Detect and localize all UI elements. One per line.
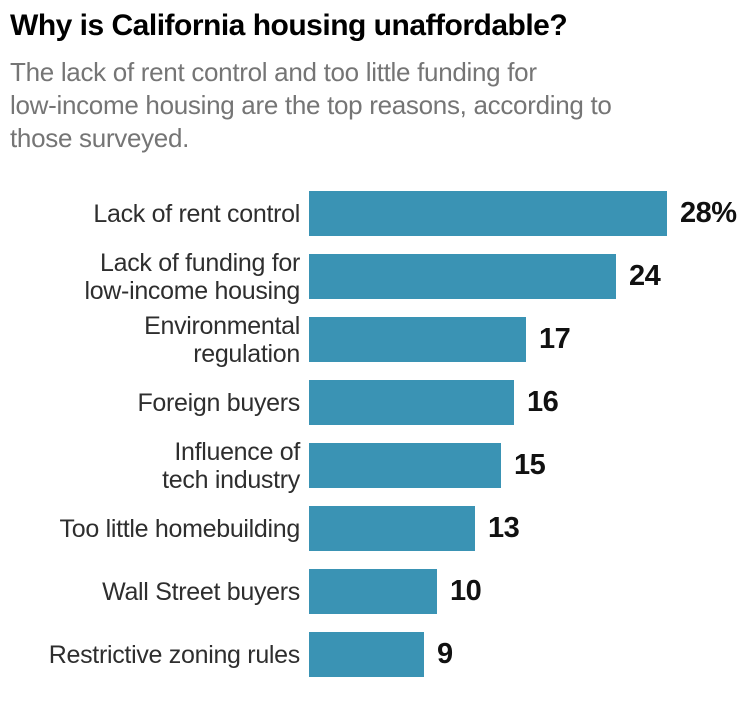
bar bbox=[309, 254, 616, 299]
value-label: 10 bbox=[450, 575, 482, 607]
category-label: Environmental regulation bbox=[144, 311, 300, 368]
chart-row: Foreign buyers 16 bbox=[10, 380, 740, 425]
value-label: 15 bbox=[514, 449, 546, 481]
bar bbox=[309, 317, 526, 362]
value-label: 16 bbox=[527, 386, 559, 418]
chart-row: Too little homebuilding 13 bbox=[10, 506, 740, 551]
category-label: Lack of rent control bbox=[93, 199, 300, 228]
bar bbox=[309, 506, 475, 551]
chart-subtitle: The lack of rent control and too little … bbox=[10, 57, 612, 153]
bar-chart: Lack of rent control 28% Lack of funding… bbox=[10, 191, 740, 677]
category-label: Too little homebuilding bbox=[59, 514, 301, 543]
chart-row: Lack of funding for low-income housing 2… bbox=[10, 249, 740, 305]
chart-row: Environmental regulation 17 bbox=[10, 312, 740, 368]
bar bbox=[309, 569, 437, 614]
chart-row: Wall Street buyers 10 bbox=[10, 569, 740, 614]
chart-title: Why is California housing unaffordable? bbox=[10, 9, 568, 42]
value-label: 28% bbox=[680, 197, 737, 229]
category-label: Foreign buyers bbox=[137, 388, 300, 417]
category-label: Restrictive zoning rules bbox=[48, 640, 301, 669]
bar bbox=[309, 632, 424, 677]
value-label: 9 bbox=[437, 638, 453, 670]
value-label: 17 bbox=[539, 323, 571, 355]
category-label: Lack of funding for low-income housing bbox=[84, 248, 300, 305]
category-label: Wall Street buyers bbox=[102, 577, 300, 606]
bar bbox=[309, 443, 501, 488]
category-label: Influence of tech industry bbox=[162, 437, 300, 494]
chart-row: Lack of rent control 28% bbox=[10, 191, 740, 236]
bar bbox=[309, 380, 514, 425]
value-label: 13 bbox=[488, 512, 520, 544]
chart-row: Influence of tech industry 15 bbox=[10, 438, 740, 494]
value-label: 24 bbox=[629, 260, 661, 292]
bar bbox=[309, 191, 667, 236]
chart-row: Restrictive zoning rules 9 bbox=[10, 632, 740, 677]
